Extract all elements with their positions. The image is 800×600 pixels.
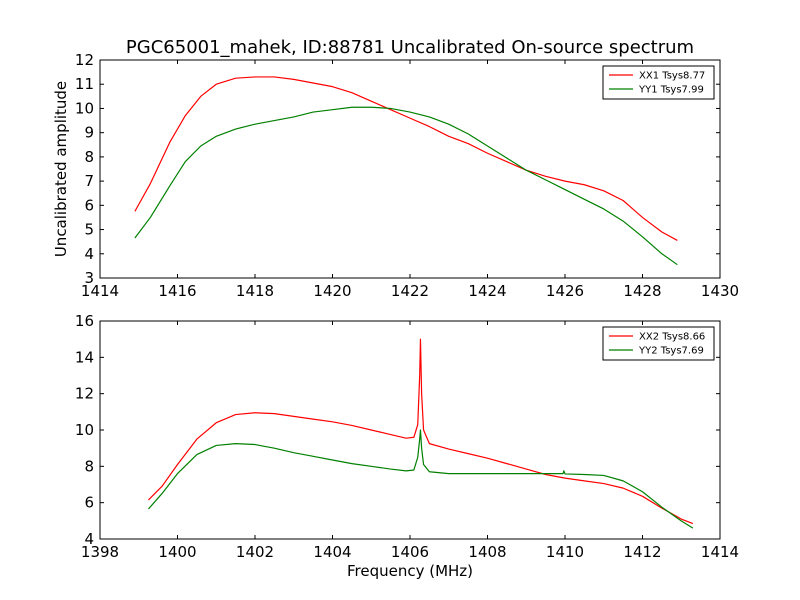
bottom-x-tick-label: 1408 [468, 543, 506, 561]
bottom-panel: Frequency (MHz) 1398 1400 1402 1404 1406 1408… [75, 312, 739, 580]
top-y-tick-label: 6 [84, 196, 94, 214]
top-y-tick-label: 3 [84, 269, 94, 287]
bottom-x-tick-label: 1414 [701, 543, 739, 561]
top-x-tick-label: 1420 [313, 282, 351, 300]
bottom-x-tick-label: 1410 [546, 543, 584, 561]
bottom-series-line-2 [147, 429, 694, 529]
bottom-legend: XX2 Tsys8.66 YY2 Tsys7.69 [602, 326, 715, 361]
bottom-y-tick-label: 8 [84, 457, 94, 475]
top-y-tick-label: 5 [84, 221, 94, 239]
bottom-x-tick-label: 1412 [623, 543, 661, 561]
bottom-y-tick-label: 14 [75, 348, 94, 366]
top-x-tick-label: 1428 [623, 282, 661, 300]
bottom-legend-label-2: YY2 Tsys7.69 [638, 346, 704, 357]
bottom-y-tick-label: 16 [75, 312, 94, 330]
top-panel: PGC65001_mahek, ID:88781 Uncalibrated On… [52, 37, 739, 300]
top-y-tick-label: 9 [84, 124, 94, 142]
top-panel-y-axis-label: Uncalibrated amplitude [52, 81, 70, 257]
bottom-x-tick-label: 1406 [391, 543, 429, 561]
bottom-x-tick-label: 1398 [81, 543, 119, 561]
bottom-legend-box [602, 326, 715, 361]
top-series-line-2 [134, 106, 678, 266]
bottom-x-tick-label: 1404 [313, 543, 351, 561]
top-y-tick-label: 10 [75, 99, 94, 117]
bottom-y-tick-label: 12 [75, 385, 94, 403]
bottom-y-tick-label: 4 [84, 530, 94, 548]
bottom-panel-x-axis-label: Frequency (MHz) [347, 562, 473, 580]
top-x-tick-label: 1424 [468, 282, 506, 300]
top-legend-label-1: XX1 Tsys8.77 [639, 71, 705, 82]
top-y-tick-label: 7 [84, 172, 94, 190]
top-x-tick-label: 1426 [546, 282, 584, 300]
top-series-line-1 [134, 76, 678, 241]
bottom-x-tick-label: 1402 [236, 543, 274, 561]
top-x-tick-label: 1418 [236, 282, 274, 300]
top-y-tick-label: 8 [84, 148, 94, 166]
top-legend: XX1 Tsys8.77 YY1 Tsys7.99 [602, 65, 715, 100]
top-y-tick-label: 12 [75, 51, 94, 69]
bottom-x-tick-label: 1400 [158, 543, 196, 561]
bottom-legend-label-1: XX2 Tsys8.66 [639, 332, 705, 343]
top-y-tick-label: 11 [75, 75, 94, 93]
top-legend-label-2: YY1 Tsys7.99 [638, 85, 704, 96]
top-x-tick-label: 1422 [391, 282, 429, 300]
bottom-series-line-1 [148, 338, 694, 525]
top-x-tick-label: 1416 [158, 282, 196, 300]
top-legend-box [602, 65, 715, 100]
top-y-tick-label: 4 [84, 245, 94, 263]
top-x-tick-label: 1414 [81, 282, 119, 300]
top-panel-title: PGC65001_mahek, ID:88781 Uncalibrated On… [126, 37, 694, 58]
bottom-y-tick-label: 6 [84, 494, 94, 512]
bottom-y-tick-label: 10 [75, 421, 94, 439]
top-x-tick-label: 1430 [701, 282, 739, 300]
